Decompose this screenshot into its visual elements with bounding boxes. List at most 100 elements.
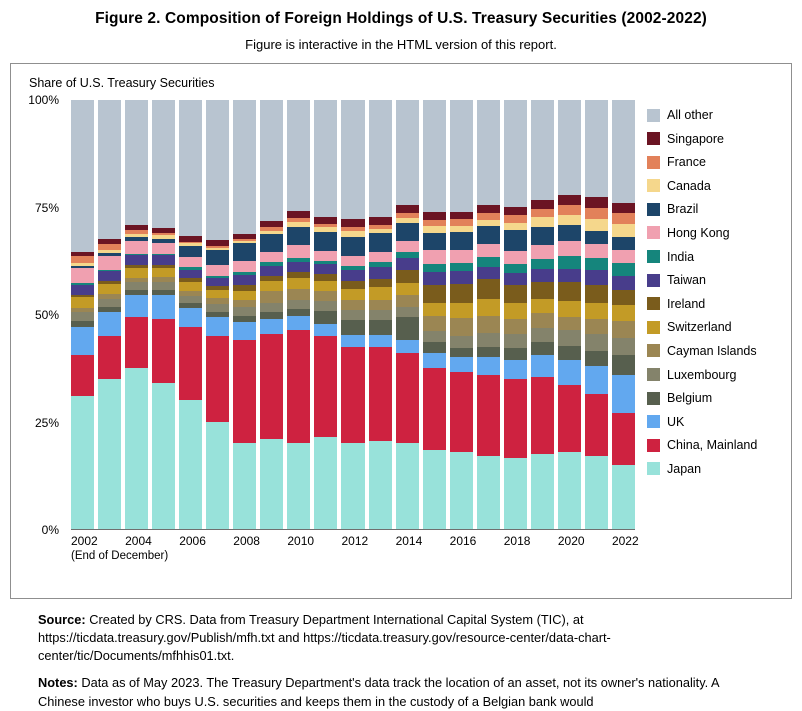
segment-all-other-2013[interactable] bbox=[368, 100, 392, 218]
segment-taiwan-2006[interactable] bbox=[179, 269, 203, 279]
segment-china-mainland-2008[interactable] bbox=[233, 340, 257, 444]
segment-china-mainland-2020[interactable] bbox=[557, 385, 581, 452]
segment-taiwan-2010[interactable] bbox=[287, 261, 311, 273]
segment-hong-kong-2012[interactable] bbox=[341, 255, 365, 266]
segment-brazil-2013[interactable] bbox=[368, 233, 392, 252]
stacked-bar-2014[interactable] bbox=[395, 100, 419, 529]
segment-singapore-2011[interactable] bbox=[314, 216, 338, 224]
segment-luxembourg-2015[interactable] bbox=[422, 330, 446, 343]
segment-hong-kong-2002[interactable] bbox=[71, 267, 95, 283]
segment-uk-2018[interactable] bbox=[503, 359, 527, 379]
segment-japan-2005[interactable] bbox=[152, 383, 176, 529]
segment-switzerland-2004[interactable] bbox=[125, 267, 149, 279]
segment-switzerland-2014[interactable] bbox=[395, 282, 419, 296]
segment-luxembourg-2002[interactable] bbox=[71, 312, 95, 321]
segment-canada-2007[interactable] bbox=[206, 247, 230, 251]
segment-china-mainland-2015[interactable] bbox=[422, 368, 446, 450]
segment-singapore-2015[interactable] bbox=[422, 211, 446, 221]
segment-japan-2015[interactable] bbox=[422, 449, 446, 529]
stacked-bar-2015[interactable] bbox=[422, 100, 446, 529]
stacked-bar-2010[interactable] bbox=[287, 100, 311, 529]
segment-singapore-2021[interactable] bbox=[584, 197, 608, 209]
segment-luxembourg-2014[interactable] bbox=[395, 306, 419, 317]
segment-china-mainland-2004[interactable] bbox=[125, 316, 149, 369]
segment-singapore-2005[interactable] bbox=[152, 227, 176, 233]
segment-china-mainland-2009[interactable] bbox=[260, 333, 284, 439]
segment-canada-2022[interactable] bbox=[611, 224, 635, 237]
segment-singapore-2002[interactable] bbox=[71, 251, 95, 257]
segment-canada-2021[interactable] bbox=[584, 218, 608, 231]
stacked-bar-2003[interactable] bbox=[98, 100, 122, 529]
segment-singapore-2012[interactable] bbox=[341, 219, 365, 227]
segment-brazil-2020[interactable] bbox=[557, 225, 581, 242]
segment-hong-kong-2004[interactable] bbox=[125, 240, 149, 254]
segment-france-2012[interactable] bbox=[341, 226, 365, 231]
stacked-bar-2017[interactable] bbox=[476, 100, 500, 529]
segment-luxembourg-2005[interactable] bbox=[152, 282, 176, 290]
segment-china-mainland-2007[interactable] bbox=[206, 335, 230, 422]
segment-france-2015[interactable] bbox=[422, 220, 446, 227]
segment-ireland-2005[interactable] bbox=[152, 264, 176, 268]
segment-canada-2006[interactable] bbox=[179, 242, 203, 247]
segment-japan-2002[interactable] bbox=[71, 396, 95, 529]
segment-uk-2020[interactable] bbox=[557, 359, 581, 386]
segment-cayman-islands-2012[interactable] bbox=[341, 300, 365, 311]
segment-japan-2008[interactable] bbox=[233, 443, 257, 529]
segment-all-other-2019[interactable] bbox=[530, 100, 554, 200]
segment-luxembourg-2008[interactable] bbox=[233, 307, 257, 316]
segment-luxembourg-2003[interactable] bbox=[98, 298, 122, 307]
segment-luxembourg-2020[interactable] bbox=[557, 329, 581, 346]
segment-india-2004[interactable] bbox=[125, 253, 149, 256]
segment-japan-2021[interactable] bbox=[584, 456, 608, 529]
segment-uk-2008[interactable] bbox=[233, 322, 257, 341]
segment-china-mainland-2021[interactable] bbox=[584, 393, 608, 457]
segment-switzerland-2006[interactable] bbox=[179, 281, 203, 291]
segment-india-2012[interactable] bbox=[341, 265, 365, 270]
segment-india-2022[interactable] bbox=[611, 263, 635, 277]
segment-india-2013[interactable] bbox=[368, 262, 392, 267]
stacked-bar-2008[interactable] bbox=[233, 100, 257, 529]
legend-item-singapore[interactable]: Singapore bbox=[647, 132, 777, 146]
segment-belgium-2018[interactable] bbox=[503, 347, 527, 360]
segment-canada-2008[interactable] bbox=[233, 241, 257, 243]
segment-china-mainland-2018[interactable] bbox=[503, 378, 527, 459]
segment-china-mainland-2013[interactable] bbox=[368, 346, 392, 442]
segment-canada-2009[interactable] bbox=[260, 230, 284, 234]
segment-canada-2013[interactable] bbox=[368, 229, 392, 234]
segment-hong-kong-2017[interactable] bbox=[476, 243, 500, 257]
segment-cayman-islands-2006[interactable] bbox=[179, 290, 203, 297]
segment-france-2011[interactable] bbox=[314, 223, 338, 228]
segment-france-2010[interactable] bbox=[287, 217, 311, 222]
segment-uk-2013[interactable] bbox=[368, 334, 392, 347]
segment-all-other-2020[interactable] bbox=[557, 100, 581, 195]
segment-hong-kong-2011[interactable] bbox=[314, 251, 338, 261]
segment-belgium-2021[interactable] bbox=[584, 351, 608, 366]
segment-france-2005[interactable] bbox=[152, 232, 176, 235]
segment-switzerland-2015[interactable] bbox=[422, 302, 446, 316]
segment-brazil-2018[interactable] bbox=[503, 229, 527, 251]
segment-hong-kong-2022[interactable] bbox=[611, 249, 635, 264]
segment-luxembourg-2007[interactable] bbox=[206, 304, 230, 312]
stacked-bar-2004[interactable] bbox=[125, 100, 149, 529]
segment-china-mainland-2014[interactable] bbox=[395, 353, 419, 444]
segment-ireland-2013[interactable] bbox=[368, 278, 392, 288]
segment-belgium-2011[interactable] bbox=[314, 311, 338, 324]
stacked-bar-2018[interactable] bbox=[503, 100, 527, 529]
segment-luxembourg-2018[interactable] bbox=[503, 333, 527, 348]
segment-belgium-2016[interactable] bbox=[449, 348, 473, 357]
segment-france-2017[interactable] bbox=[476, 212, 500, 220]
segment-switzerland-2011[interactable] bbox=[314, 280, 338, 291]
legend-item-india[interactable]: India bbox=[647, 250, 777, 264]
segment-switzerland-2009[interactable] bbox=[260, 281, 284, 292]
segment-switzerland-2017[interactable] bbox=[476, 299, 500, 316]
segment-brazil-2022[interactable] bbox=[611, 236, 635, 250]
segment-brazil-2003[interactable] bbox=[98, 252, 122, 256]
segment-taiwan-2021[interactable] bbox=[584, 270, 608, 285]
segment-hong-kong-2014[interactable] bbox=[395, 240, 419, 253]
segment-india-2018[interactable] bbox=[503, 263, 527, 274]
segment-taiwan-2017[interactable] bbox=[476, 266, 500, 279]
segment-china-mainland-2012[interactable] bbox=[341, 346, 365, 444]
legend-item-switzerland[interactable]: Switzerland bbox=[647, 320, 777, 334]
segment-luxembourg-2021[interactable] bbox=[584, 333, 608, 351]
segment-canada-2004[interactable] bbox=[125, 233, 149, 238]
